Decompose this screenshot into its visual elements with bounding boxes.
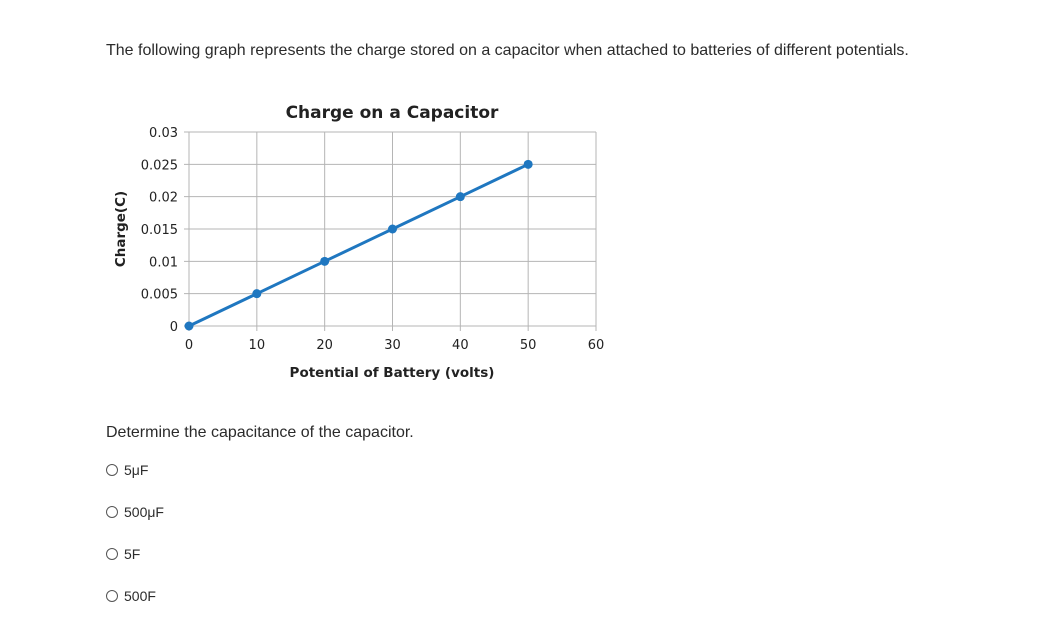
- option-label: 5F: [124, 546, 141, 562]
- option-label: 5μF: [124, 462, 149, 478]
- y-tick-label: 0.02: [149, 191, 178, 206]
- chart: Charge on a Capacitor 0 10 20 30 40 50 60 0 0.00…: [100, 95, 620, 390]
- y-tick-label: 0.03: [149, 126, 178, 141]
- x-axis-label: Potential of Battery (volts): [290, 365, 495, 381]
- chart-series: [184, 159, 533, 331]
- y-tick-label: 0.025: [141, 158, 178, 173]
- option-label: 500μF: [124, 504, 164, 520]
- x-tick-label: 0: [185, 338, 193, 353]
- option-5F[interactable]: 5F: [106, 546, 140, 562]
- y-tick-label: 0.015: [141, 223, 178, 238]
- radio-circle-icon[interactable]: [106, 506, 118, 518]
- data-point: [184, 321, 194, 331]
- radio-circle-icon[interactable]: [106, 464, 118, 476]
- x-tick-label: 20: [316, 338, 333, 353]
- data-point: [455, 192, 465, 202]
- chart-title: Charge on a Capacitor: [286, 103, 499, 123]
- data-point: [523, 159, 533, 169]
- y-tick-label: 0.01: [149, 255, 178, 270]
- chart-ticks: 0 10 20 30 40 50 60 0 0.005 0.01 0.015 0.02 0.025 0.0…: [141, 126, 604, 353]
- x-tick-label: 40: [452, 338, 469, 353]
- series-line: [188, 162, 529, 328]
- data-point: [320, 256, 330, 266]
- option-5uF[interactable]: 5μF: [106, 462, 148, 478]
- option-label: 500F: [124, 588, 156, 604]
- x-tick-label: 10: [249, 338, 266, 353]
- option-500uF[interactable]: 500μF: [106, 504, 164, 520]
- x-tick-label: 30: [384, 338, 401, 353]
- y-axis-label: Charge(C): [113, 191, 129, 267]
- y-tick-label: 0.005: [141, 288, 178, 303]
- radio-circle-icon[interactable]: [106, 548, 118, 560]
- question-text: Determine the capacitance of the capacit…: [106, 424, 414, 441]
- intro-text: The following graph represents the charg…: [106, 42, 909, 59]
- chart-svg: Charge on a Capacitor 0 10 20 30 40 50 60 0 0.00…: [113, 103, 604, 381]
- radio-circle-icon[interactable]: [106, 590, 118, 602]
- y-tick-label: 0: [170, 320, 178, 335]
- data-point: [388, 224, 397, 234]
- data-point: [252, 289, 262, 299]
- x-tick-label: 60: [588, 338, 605, 353]
- x-tick-label: 50: [520, 338, 537, 353]
- option-500F[interactable]: 500F: [106, 588, 156, 604]
